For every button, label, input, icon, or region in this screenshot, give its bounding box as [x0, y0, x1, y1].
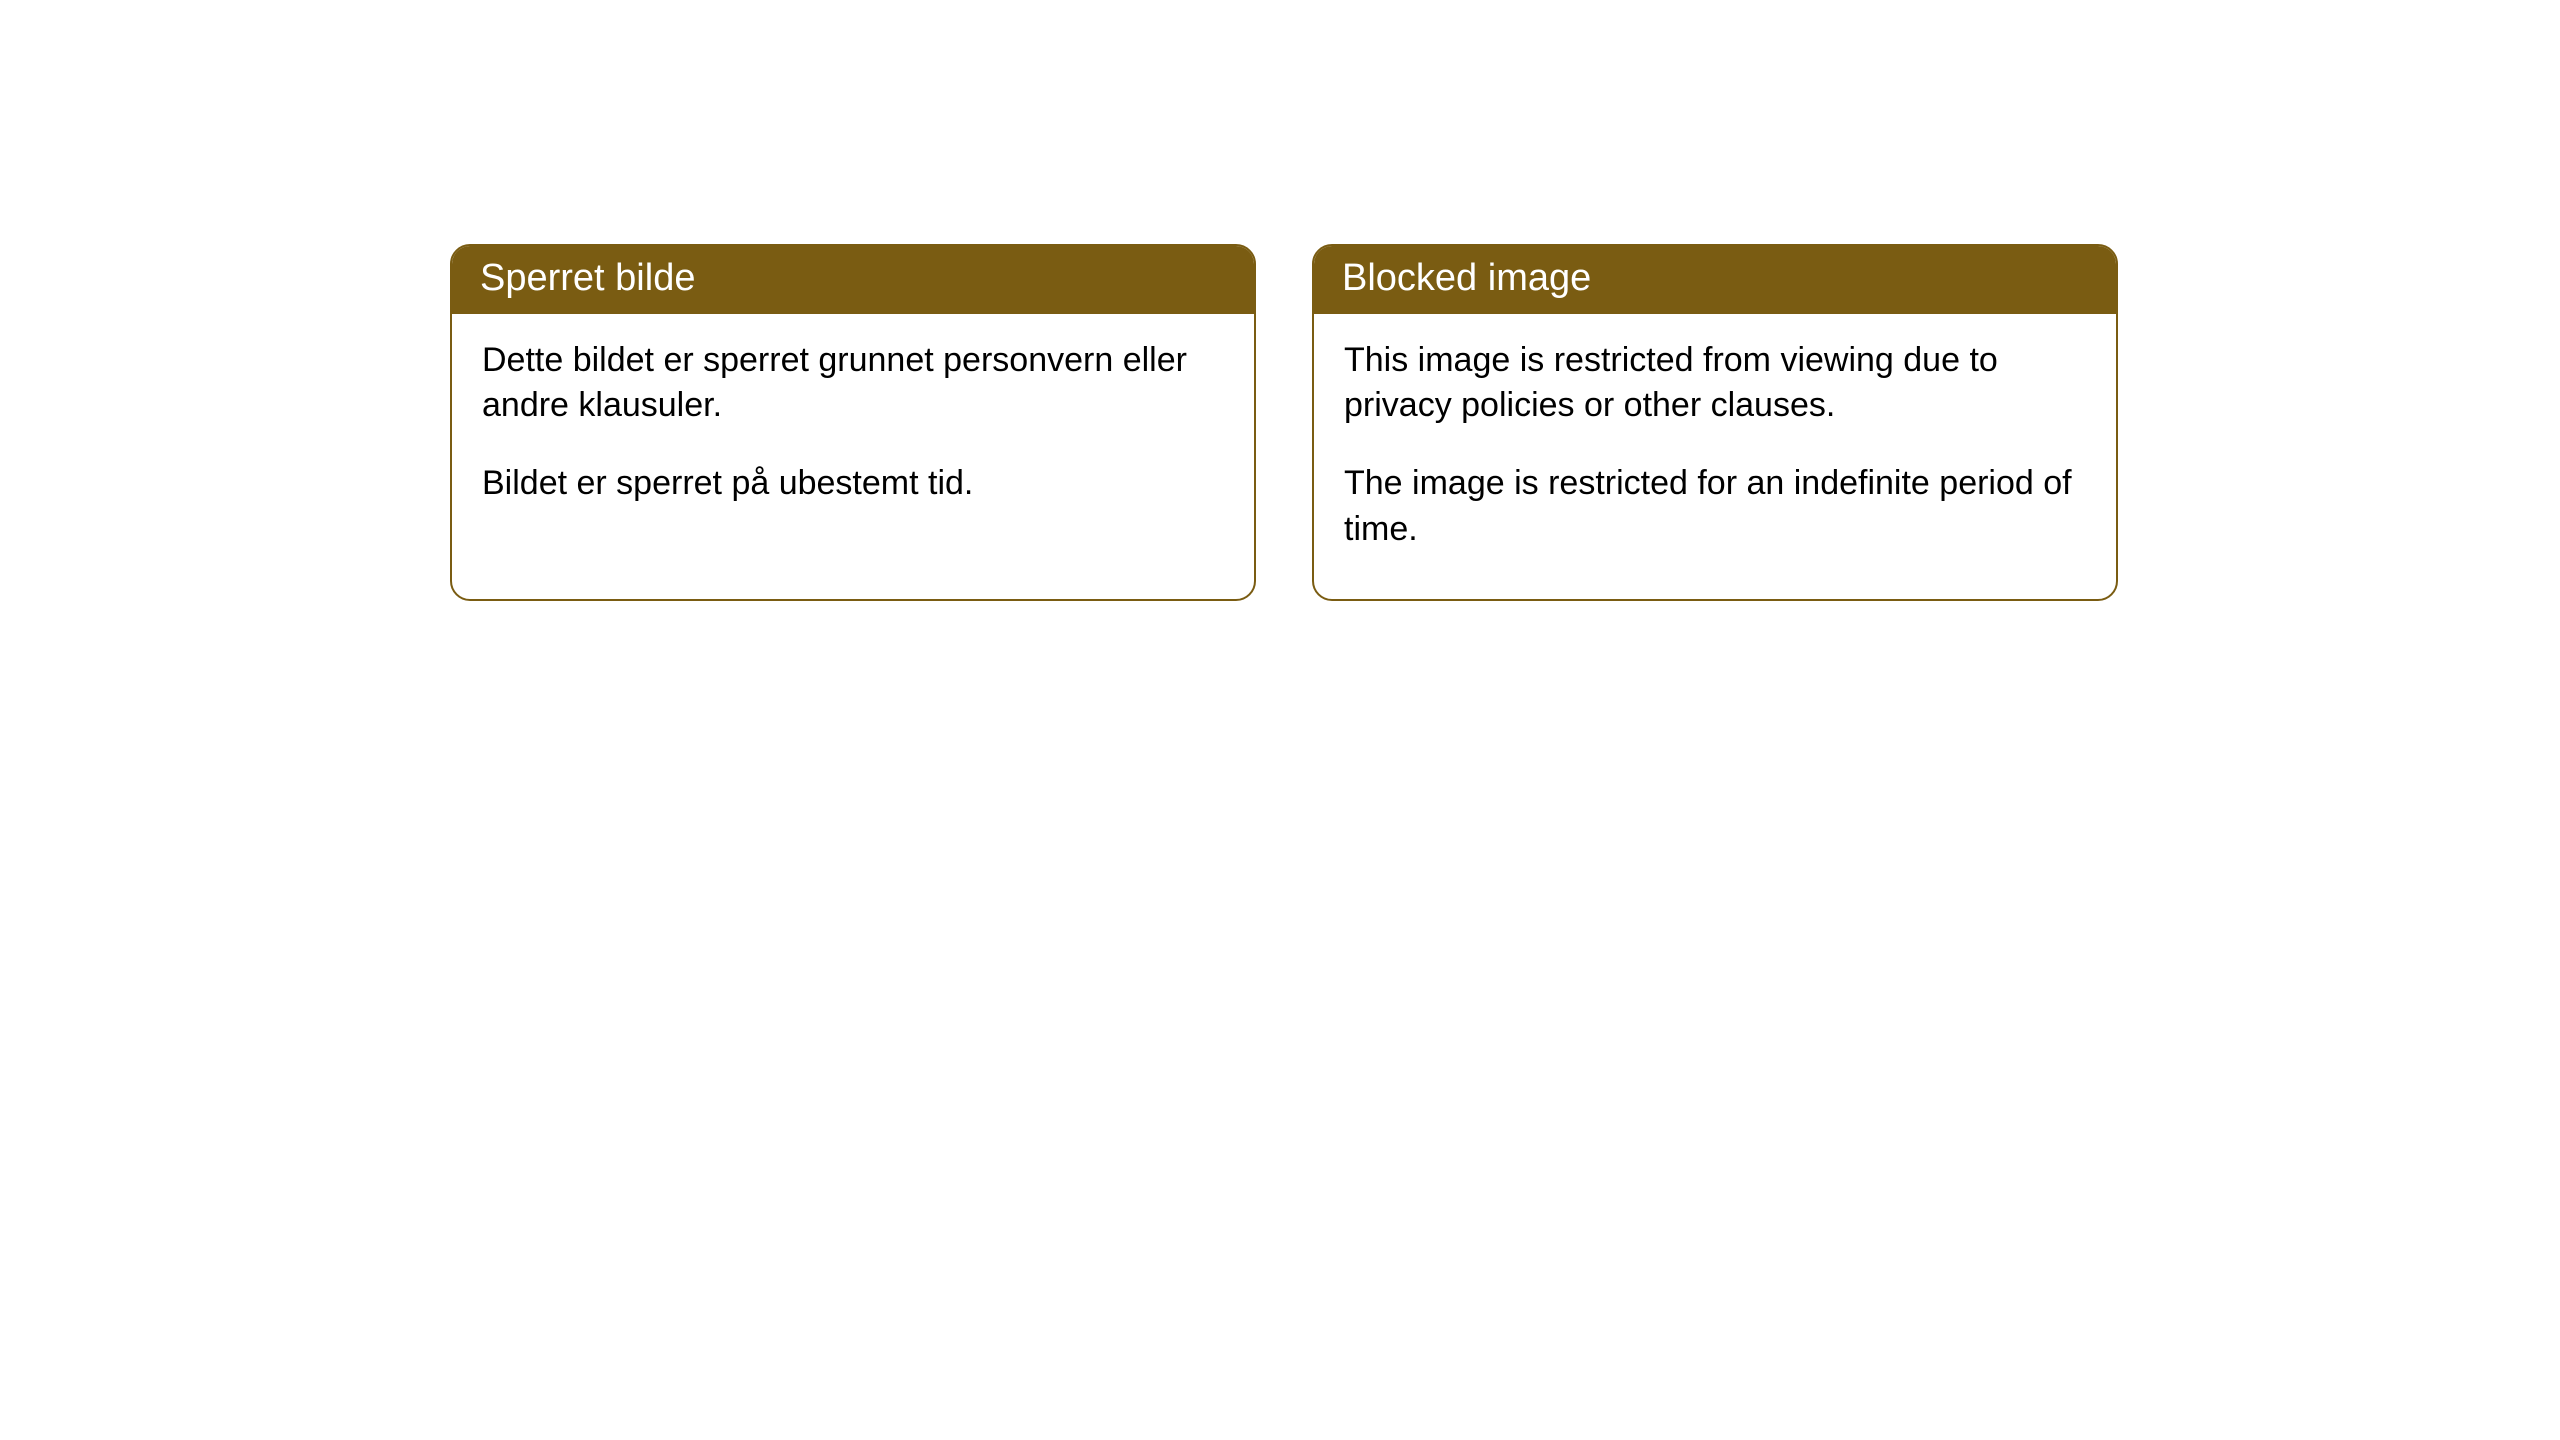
card-paragraph: Bildet er sperret på ubestemt tid.: [482, 461, 1224, 507]
notice-card-english: Blocked image This image is restricted f…: [1312, 244, 2118, 601]
card-header-english: Blocked image: [1314, 246, 2116, 314]
notice-card-norwegian: Sperret bilde Dette bildet er sperret gr…: [450, 244, 1256, 601]
card-body-norwegian: Dette bildet er sperret grunnet personve…: [452, 314, 1254, 554]
card-paragraph: Dette bildet er sperret grunnet personve…: [482, 338, 1224, 430]
notice-cards-container: Sperret bilde Dette bildet er sperret gr…: [0, 0, 2560, 601]
card-body-english: This image is restricted from viewing du…: [1314, 314, 2116, 600]
card-paragraph: This image is restricted from viewing du…: [1344, 338, 2086, 430]
card-paragraph: The image is restricted for an indefinit…: [1344, 461, 2086, 553]
card-header-norwegian: Sperret bilde: [452, 246, 1254, 314]
